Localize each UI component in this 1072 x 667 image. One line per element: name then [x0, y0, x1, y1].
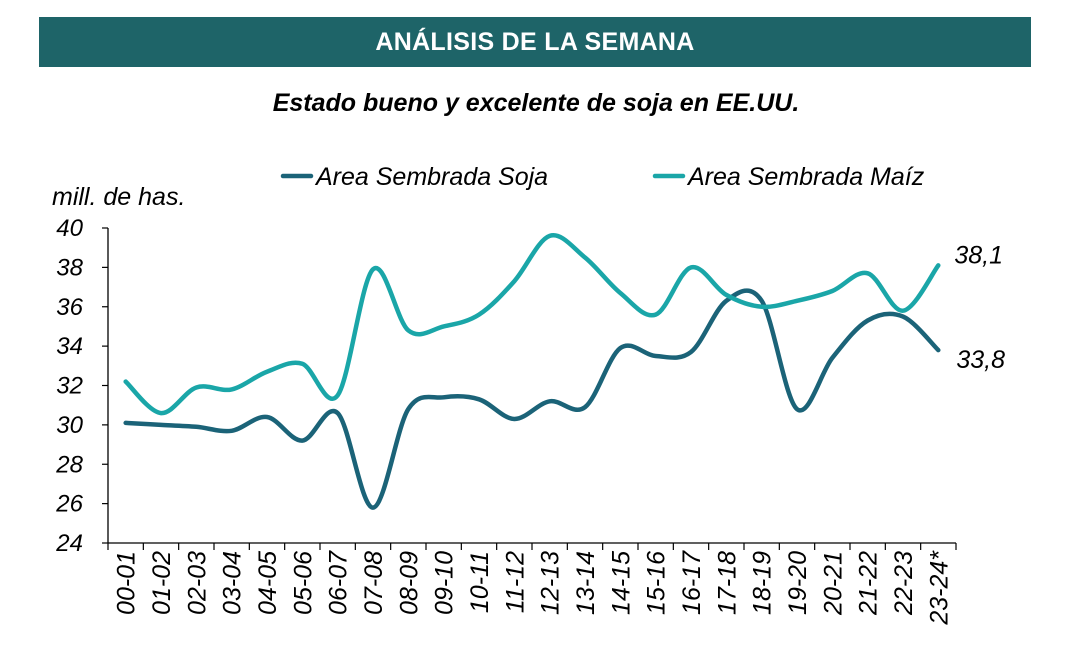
x-tick-label: 14-15 — [607, 551, 635, 615]
x-tick-label: 15-16 — [643, 551, 671, 615]
series-line-maiz — [123, 233, 941, 416]
x-tick-label: 20-21 — [819, 551, 847, 616]
y-tick-label: 36 — [56, 294, 83, 321]
y-tick-label: 28 — [55, 451, 83, 478]
series-line-soja — [123, 288, 941, 510]
x-tick-label: 22-23 — [890, 551, 918, 616]
y-tick-label: 24 — [55, 530, 83, 557]
x-tick-label: 18-19 — [749, 551, 777, 615]
banner-title: ANÁLISIS DE LA SEMANA — [375, 27, 695, 56]
x-tick-label: 01-02 — [148, 551, 176, 615]
x-tick-label: 07-08 — [360, 551, 388, 615]
x-tick-label: 08-09 — [395, 551, 423, 615]
y-axis-label: mill. de has. — [52, 183, 185, 211]
header-banner: ANÁLISIS DE LA SEMANA — [39, 17, 1031, 67]
legend-label: Area Sembrada Maíz — [686, 163, 925, 191]
x-tick-label: 10-11 — [466, 551, 494, 613]
chart-title: Estado bueno y excelente de soja en EE.U… — [272, 89, 800, 117]
x-tick-label: 17-18 — [713, 551, 741, 615]
x-tick-label: 09-10 — [431, 551, 459, 615]
x-tick-label: 16-17 — [678, 550, 706, 615]
x-tick-label: 05-06 — [289, 551, 317, 615]
y-tick-label: 34 — [56, 333, 83, 360]
x-tick-label: 00-01 — [113, 551, 141, 615]
x-tick-label: 02-03 — [183, 551, 211, 615]
x-tick-label: 03-04 — [219, 551, 247, 615]
y-tick-label: 26 — [55, 491, 83, 518]
x-tick-label: 21-22 — [855, 551, 883, 616]
y-tick-label: 38 — [56, 254, 83, 281]
x-tick-label: 11-12 — [501, 551, 529, 613]
y-tick-label: 40 — [56, 215, 83, 242]
end-value-label: 33,8 — [956, 346, 1005, 374]
x-tick-label: 12-13 — [537, 551, 565, 615]
legend-label: Area Sembrada Soja — [314, 163, 548, 191]
x-tick-label: 19-20 — [784, 551, 812, 615]
x-tick-label: 13-14 — [572, 551, 600, 615]
y-tick-label: 30 — [56, 412, 83, 439]
x-tick-label: 23-24* — [925, 550, 953, 626]
x-tick-label: 06-07 — [325, 550, 353, 615]
x-tick-label: 04-05 — [254, 551, 282, 615]
y-tick-label: 32 — [56, 373, 83, 400]
end-value-label: 38,1 — [954, 241, 1003, 269]
